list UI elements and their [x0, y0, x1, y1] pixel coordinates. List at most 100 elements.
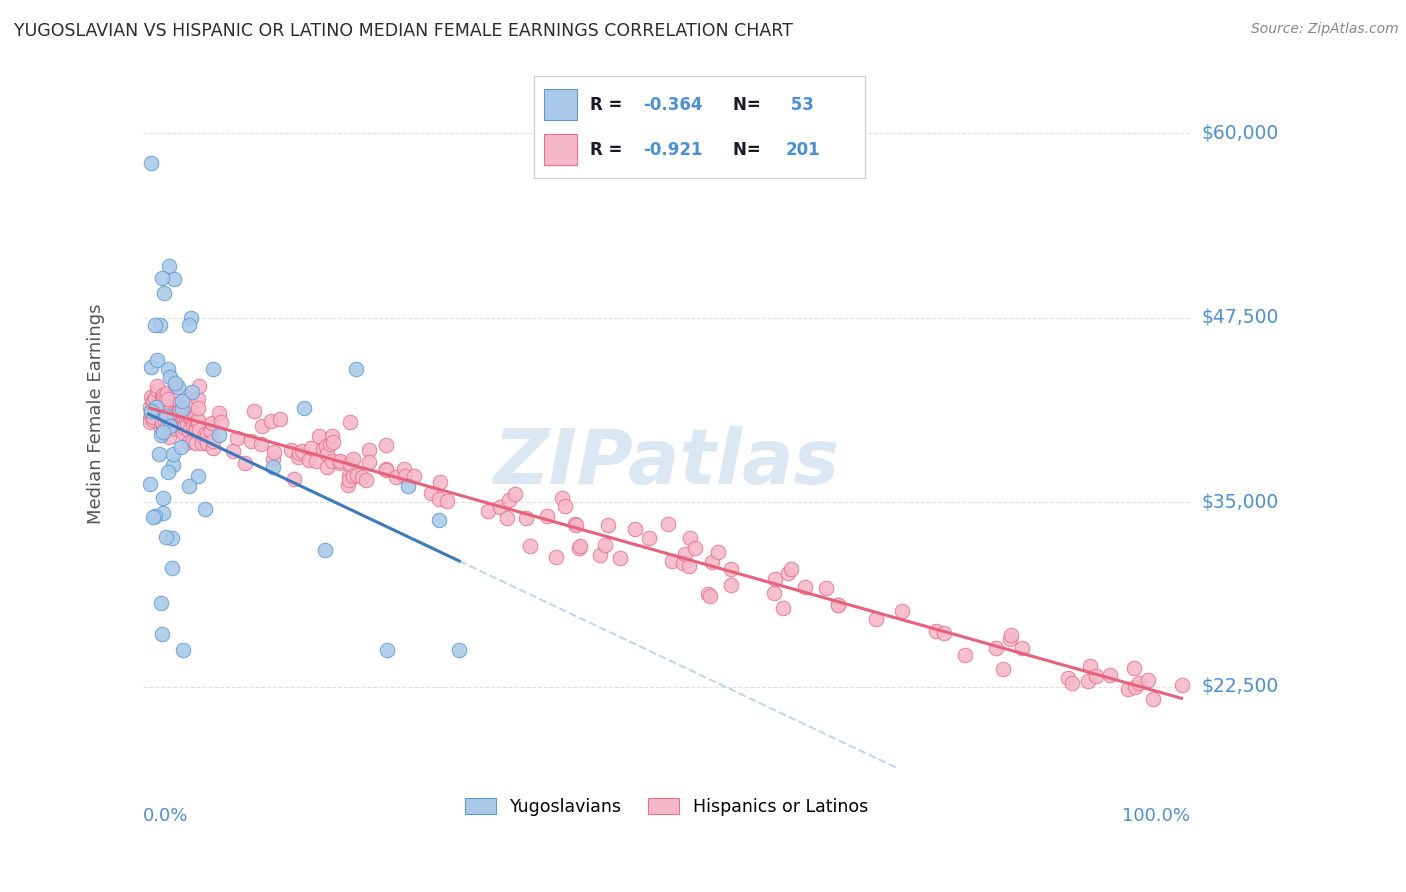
Point: [1057, 671, 1080, 685]
Point: [568, 541, 591, 555]
Point: [1122, 661, 1144, 675]
Point: [165, 378, 187, 392]
Point: [186, 414, 208, 428]
Text: R =: R =: [591, 95, 628, 113]
Point: [141, 406, 163, 420]
Point: [194, 431, 217, 445]
Point: [186, 424, 208, 438]
Point: [157, 259, 180, 273]
Point: [337, 473, 360, 487]
Point: [891, 604, 914, 618]
Point: [1085, 669, 1108, 683]
Point: [315, 440, 337, 454]
Point: [243, 404, 266, 418]
Point: [141, 391, 163, 405]
Text: Source: ZipAtlas.com: Source: ZipAtlas.com: [1251, 22, 1399, 37]
Point: [163, 272, 186, 286]
Point: [149, 428, 172, 442]
Point: [392, 461, 415, 475]
Point: [661, 554, 683, 568]
Point: [155, 530, 177, 544]
Point: [260, 414, 283, 428]
Point: [337, 469, 360, 483]
Point: [1011, 640, 1033, 655]
Point: [186, 422, 208, 436]
Point: [329, 454, 352, 468]
Point: [162, 458, 184, 473]
Point: [145, 352, 167, 367]
Point: [156, 362, 179, 376]
Point: [170, 414, 193, 428]
Point: [322, 435, 344, 450]
Point: [172, 642, 194, 657]
Point: [998, 632, 1021, 646]
Point: [150, 416, 173, 430]
Point: [346, 467, 368, 482]
Point: [544, 549, 567, 564]
Point: [186, 422, 208, 436]
Point: [1099, 668, 1122, 682]
Text: 0.0%: 0.0%: [143, 806, 188, 824]
Point: [173, 419, 195, 434]
Point: [934, 626, 956, 640]
Point: [291, 443, 314, 458]
Point: [142, 413, 165, 427]
Point: [153, 286, 176, 301]
Point: [762, 586, 785, 600]
Point: [515, 511, 537, 525]
Point: [177, 392, 200, 407]
Point: [827, 598, 849, 612]
Point: [200, 416, 222, 430]
Point: [187, 401, 209, 416]
Point: [359, 455, 381, 469]
Point: [503, 487, 526, 501]
Point: [519, 539, 541, 553]
Point: [139, 411, 162, 425]
Point: [172, 423, 194, 437]
Point: [359, 443, 381, 458]
Point: [496, 510, 519, 524]
Point: [152, 425, 174, 439]
Point: [314, 543, 336, 558]
Point: [179, 409, 201, 424]
Point: [672, 556, 695, 570]
Point: [180, 411, 202, 425]
Point: [263, 445, 285, 459]
Point: [141, 395, 163, 409]
Point: [139, 476, 162, 491]
Point: [170, 413, 193, 427]
Point: [156, 385, 179, 400]
Point: [986, 641, 1008, 656]
Point: [177, 318, 200, 332]
Point: [155, 391, 177, 405]
Point: [375, 642, 398, 657]
Point: [283, 472, 305, 486]
Point: [593, 539, 616, 553]
Point: [536, 508, 558, 523]
Text: $47,500: $47,500: [1201, 309, 1278, 327]
Point: [194, 427, 217, 442]
Point: [308, 428, 330, 442]
Point: [637, 531, 659, 545]
Point: [165, 376, 187, 391]
Point: [157, 466, 180, 480]
Point: [1170, 678, 1192, 692]
Point: [166, 405, 188, 419]
Point: [319, 436, 342, 450]
Text: N=: N=: [733, 95, 766, 113]
Point: [477, 504, 499, 518]
Point: [1128, 676, 1150, 690]
Point: [172, 402, 194, 417]
Point: [187, 469, 209, 483]
Point: [1078, 659, 1101, 673]
Point: [697, 587, 720, 601]
Point: [167, 379, 190, 393]
Point: [321, 429, 343, 443]
Point: [167, 406, 190, 420]
Point: [169, 395, 191, 409]
Point: [993, 662, 1015, 676]
Point: [305, 454, 328, 468]
Point: [344, 361, 367, 376]
Legend: Yugoslavians, Hispanics or Latinos: Yugoslavians, Hispanics or Latinos: [458, 790, 876, 822]
Point: [160, 531, 183, 545]
